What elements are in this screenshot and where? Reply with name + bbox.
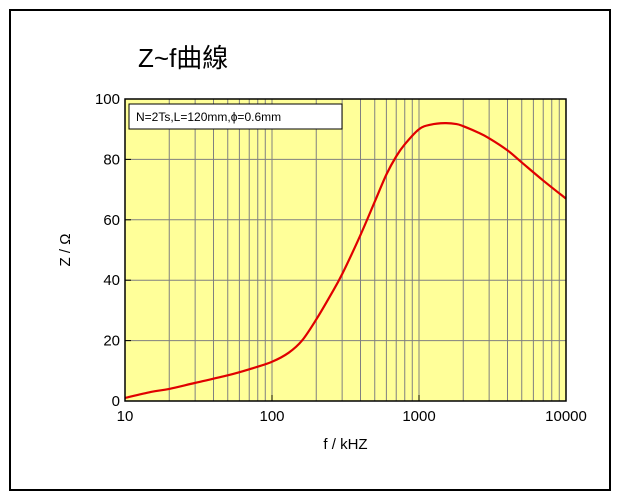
- x-axis-label: f / kHZ: [323, 436, 367, 453]
- y-axis-label: Z / Ω: [57, 234, 74, 267]
- y-tick-label: 60: [103, 212, 120, 229]
- plot-border: [124, 98, 567, 402]
- x-tick-label: 100: [259, 408, 284, 425]
- y-tick-label: 100: [95, 91, 120, 108]
- y-tick-label: 0: [112, 393, 120, 410]
- chart-title: Z~f曲線: [138, 43, 228, 73]
- plot-area: [125, 99, 566, 401]
- x-tick-label: 10: [117, 408, 134, 425]
- y-tick-label: 80: [103, 151, 120, 168]
- x-tick-label: 1000: [402, 408, 435, 425]
- legend-text: N=2Ts,L=120mm,ϕ=0.6mm: [136, 110, 281, 124]
- legend-box: [128, 103, 343, 130]
- x-tick-label: 10000: [545, 408, 587, 425]
- y-tick-label: 20: [103, 333, 120, 350]
- series-layer: [124, 122, 567, 400]
- ticks: 10 100 1000 10000 0 20 40 60 80 100: [95, 91, 587, 425]
- series-line: [124, 122, 567, 400]
- legend: N=2Ts,L=120mm,ϕ=0.6mm: [128, 103, 343, 130]
- grid: [125, 99, 566, 401]
- y-tick-label: 40: [103, 272, 120, 289]
